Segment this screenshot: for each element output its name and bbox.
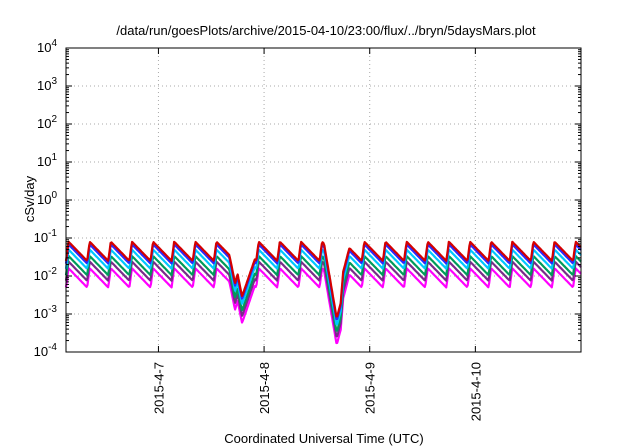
x-axis: 2015-4-7 2015-4-8 2015-4-9 2015-4-10: [151, 48, 483, 421]
y-tick-label: 10-3: [34, 304, 58, 321]
series-group: [64, 240, 582, 345]
y-axis-label: cSv/day: [22, 175, 37, 222]
y-tick-label: 10-1: [34, 228, 58, 245]
x-tick-label: 2015-4-9: [363, 362, 378, 414]
x-tick-label: 2015-4-10: [468, 362, 483, 421]
y-tick-label: 103: [37, 76, 57, 93]
series-line: [64, 240, 582, 318]
x-tick-label: 2015-4-8: [257, 362, 272, 414]
series-line: [64, 254, 582, 332]
y-tick-label: 100: [37, 190, 57, 207]
y-axis: 10-4 10-3 10-2 10-1 100 101 102 103 104: [34, 38, 581, 359]
series-line: [64, 267, 582, 345]
y-tick-label: 104: [37, 38, 57, 55]
plot-frame: [65, 47, 582, 353]
y-tick-label: 101: [37, 152, 57, 169]
y-tick-label: 102: [37, 114, 57, 131]
grid: [66, 48, 581, 352]
y-tick-label: 10-4: [34, 342, 58, 359]
y-tick-label: 10-2: [34, 266, 58, 283]
x-tick-label: 2015-4-7: [151, 362, 166, 414]
chart-title: /data/run/goesPlots/archive/2015-04-10/2…: [116, 23, 536, 38]
x-axis-label: Coordinated Universal Time (UTC): [224, 431, 423, 446]
